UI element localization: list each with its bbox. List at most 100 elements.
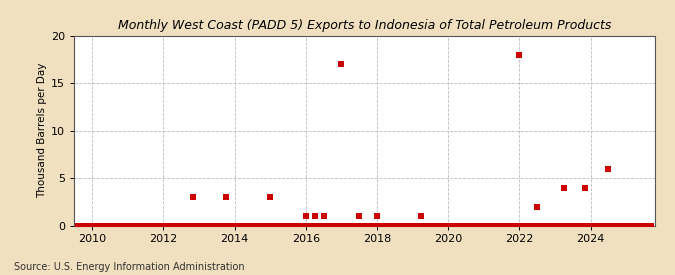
Point <box>586 223 597 228</box>
Point <box>274 223 285 228</box>
Point <box>541 223 552 228</box>
Point <box>612 223 623 228</box>
Point <box>354 223 365 228</box>
Point <box>336 62 347 66</box>
Point <box>295 223 306 228</box>
Point <box>348 223 359 228</box>
Point <box>271 223 282 228</box>
Point <box>562 223 573 228</box>
Point <box>227 223 238 228</box>
Point <box>310 223 321 228</box>
Point <box>342 223 353 228</box>
Point <box>230 223 240 228</box>
Point <box>550 223 561 228</box>
Point <box>579 185 590 190</box>
Point <box>268 223 279 228</box>
Point <box>340 223 350 228</box>
Point <box>616 223 626 228</box>
Point <box>354 214 364 218</box>
Point <box>371 214 382 218</box>
Point <box>301 223 312 228</box>
Point <box>416 214 427 218</box>
Point <box>446 223 457 228</box>
Point <box>568 223 579 228</box>
Point <box>408 223 418 228</box>
Point <box>289 223 300 228</box>
Point <box>583 223 594 228</box>
Point <box>280 223 291 228</box>
Point <box>627 223 638 228</box>
Point <box>526 223 537 228</box>
Point <box>423 223 433 228</box>
Point <box>114 223 125 228</box>
Point <box>607 223 618 228</box>
Point <box>372 223 383 228</box>
Point <box>491 223 502 228</box>
Point <box>485 223 495 228</box>
Point <box>224 223 235 228</box>
Point <box>512 223 522 228</box>
Point <box>167 223 178 228</box>
Point <box>126 223 136 228</box>
Point <box>197 223 208 228</box>
Point <box>333 223 344 228</box>
Point <box>431 223 442 228</box>
Point <box>283 223 294 228</box>
Point <box>384 223 395 228</box>
Point <box>559 223 570 228</box>
Point <box>369 223 380 228</box>
Point <box>117 223 128 228</box>
Point <box>111 223 122 228</box>
Point <box>96 223 107 228</box>
Point <box>200 223 211 228</box>
Point <box>81 223 92 228</box>
Point <box>589 223 599 228</box>
Point <box>571 223 582 228</box>
Point <box>574 223 585 228</box>
Point <box>292 223 303 228</box>
Point <box>337 223 348 228</box>
Point <box>458 223 469 228</box>
Point <box>318 214 329 218</box>
Point <box>452 223 463 228</box>
Text: Source: U.S. Energy Information Administration: Source: U.S. Energy Information Administ… <box>14 262 244 272</box>
Point <box>420 223 431 228</box>
Point <box>277 223 288 228</box>
Point <box>595 223 605 228</box>
Point <box>182 223 193 228</box>
Point <box>244 223 255 228</box>
Point <box>440 223 451 228</box>
Point <box>316 223 327 228</box>
Point <box>263 223 273 228</box>
Point <box>161 223 172 228</box>
Point <box>221 223 232 228</box>
Point <box>325 223 335 228</box>
Point <box>633 223 644 228</box>
Point <box>378 223 389 228</box>
Point <box>405 223 416 228</box>
Point <box>363 223 374 228</box>
Point <box>535 223 546 228</box>
Title: Monthly West Coast (PADD 5) Exports to Indonesia of Total Petroleum Products: Monthly West Coast (PADD 5) Exports to I… <box>118 19 611 32</box>
Point <box>191 223 202 228</box>
Point <box>286 223 297 228</box>
Point <box>248 223 259 228</box>
Point <box>265 195 275 199</box>
Point <box>414 223 425 228</box>
Point <box>90 223 101 228</box>
Point <box>601 223 612 228</box>
Point <box>155 223 166 228</box>
Point <box>532 204 543 209</box>
Point <box>547 223 558 228</box>
Point <box>506 223 516 228</box>
Point <box>473 223 484 228</box>
Point <box>238 223 249 228</box>
Point <box>539 223 549 228</box>
Point <box>476 223 487 228</box>
Point <box>381 223 392 228</box>
Point <box>357 223 368 228</box>
Point <box>624 223 635 228</box>
Point <box>218 223 229 228</box>
Point <box>514 53 525 57</box>
Point <box>390 223 401 228</box>
